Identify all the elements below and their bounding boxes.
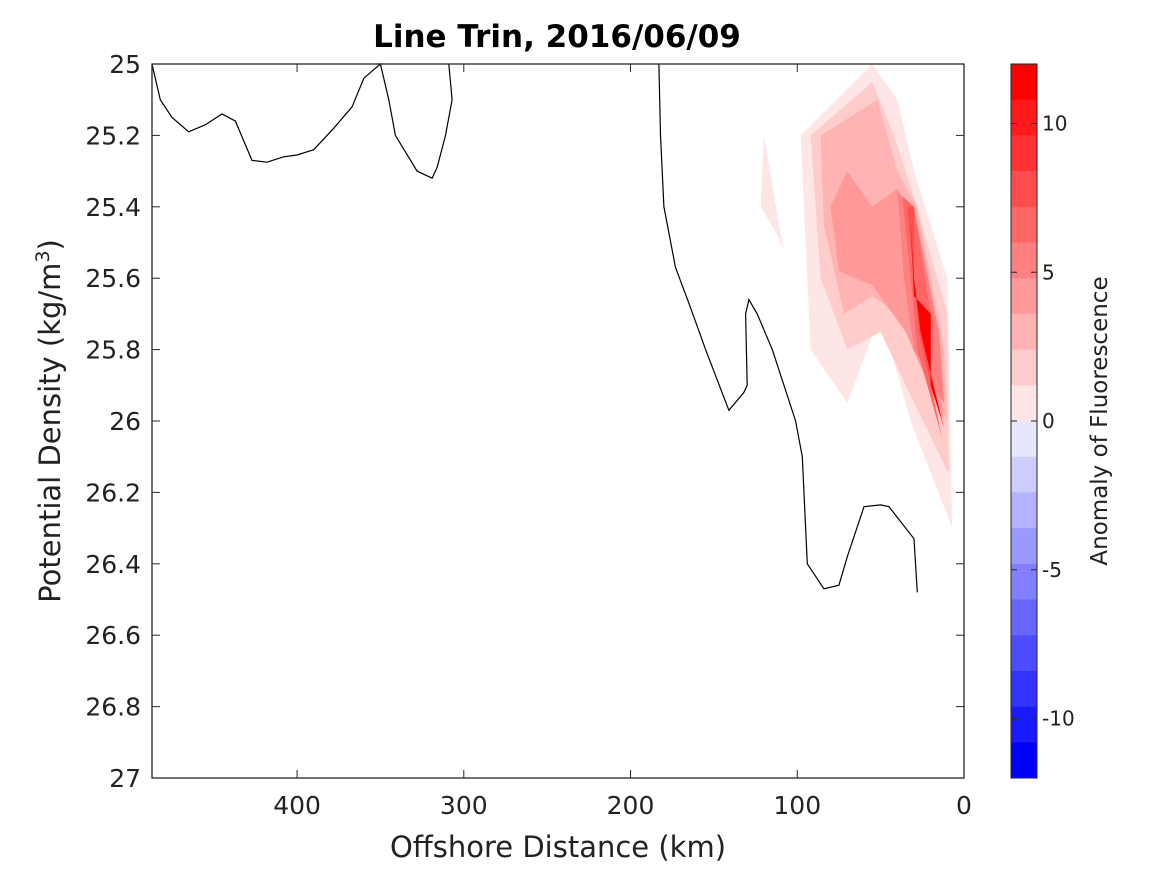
colorbar-segment bbox=[1011, 206, 1037, 243]
colorbar-segment bbox=[1011, 421, 1037, 457]
colorbar-tick-label: -5 bbox=[1042, 558, 1062, 582]
y-tick-label: 26.8 bbox=[85, 693, 141, 722]
y-tick-label: 27 bbox=[109, 764, 141, 793]
y-tick-label: 25.6 bbox=[85, 264, 141, 293]
x-tick-label: 200 bbox=[607, 791, 655, 820]
y-tick-label: 26.2 bbox=[85, 478, 141, 507]
y-axis-ticks: 25 25.2 25.4 25.6 25.8 26 26.2 26.4 26.6 26.8 27 bbox=[85, 50, 964, 793]
colorbar-segment bbox=[1011, 242, 1037, 279]
colorbar-segment bbox=[1011, 135, 1037, 172]
x-tick-label: 100 bbox=[773, 791, 821, 820]
chart-title: Line Trin, 2016/06/09 bbox=[373, 19, 741, 55]
colorbar-segment bbox=[1011, 278, 1037, 315]
y-axis-label: Potential Density (kg/m3) bbox=[32, 239, 67, 603]
y-tick-label: 25.8 bbox=[85, 336, 141, 365]
x-tick-label: 0 bbox=[956, 791, 972, 820]
zero-contour-line-top-left bbox=[151, 62, 453, 180]
colorbar-tick-label: 5 bbox=[1042, 260, 1055, 284]
y-tick-label: 26 bbox=[109, 407, 141, 436]
colorbar-tick-label: 10 bbox=[1042, 112, 1067, 136]
colorbar-tick-label: 0 bbox=[1042, 409, 1055, 433]
contour-field bbox=[760, 64, 953, 529]
zero-contour-line-mid bbox=[658, 63, 918, 593]
x-tick-label: 400 bbox=[273, 791, 321, 820]
x-tick-label: 300 bbox=[440, 791, 488, 820]
colorbar-segment bbox=[1011, 313, 1037, 350]
colorbar-segment bbox=[1011, 670, 1037, 707]
x-axis-ticks: 400 300 200 100 0 bbox=[273, 64, 972, 820]
anomaly-contour-patch-weak bbox=[760, 135, 784, 250]
y-tick-label: 25.2 bbox=[85, 121, 141, 150]
colorbar-label: Anomaly of Fluorescence bbox=[1087, 276, 1113, 565]
colorbar-segment bbox=[1011, 385, 1037, 422]
y-tick-label: 26.6 bbox=[85, 621, 141, 650]
colorbar-segment bbox=[1011, 706, 1037, 743]
colorbar-ticks: 10 5 0 -5 -10 bbox=[1011, 112, 1075, 731]
y-tick-label: 25.4 bbox=[85, 193, 141, 222]
colorbar-segment bbox=[1011, 171, 1037, 208]
y-axis-label-superscript: 3 bbox=[32, 250, 54, 262]
colorbar-segment bbox=[1011, 742, 1037, 779]
zero-contour-lines bbox=[151, 62, 918, 593]
colorbar-segment bbox=[1011, 635, 1037, 672]
colorbar-segment bbox=[1011, 99, 1037, 136]
colorbar-segment bbox=[1011, 563, 1037, 600]
colorbar-segment bbox=[1011, 528, 1037, 565]
colorbar-tick-label: -10 bbox=[1042, 707, 1075, 731]
colorbar-segment bbox=[1011, 64, 1037, 100]
colorbar-segment bbox=[1011, 456, 1037, 493]
colorbar-segment bbox=[1011, 599, 1037, 636]
y-axis-label-main: Potential Density (kg/m bbox=[33, 263, 67, 603]
colorbar bbox=[1011, 64, 1037, 779]
y-axis-label-end: ) bbox=[33, 239, 67, 250]
anomaly-contour-patch-8 bbox=[910, 224, 944, 429]
anomaly-contour-patch-4 bbox=[830, 171, 944, 421]
colorbar-segment bbox=[1011, 349, 1037, 386]
colorbar-segment bbox=[1011, 492, 1037, 529]
x-axis-label: Offshore Distance (km) bbox=[390, 830, 726, 864]
y-tick-label: 26.4 bbox=[85, 550, 141, 579]
y-tick-label: 25 bbox=[109, 50, 141, 79]
